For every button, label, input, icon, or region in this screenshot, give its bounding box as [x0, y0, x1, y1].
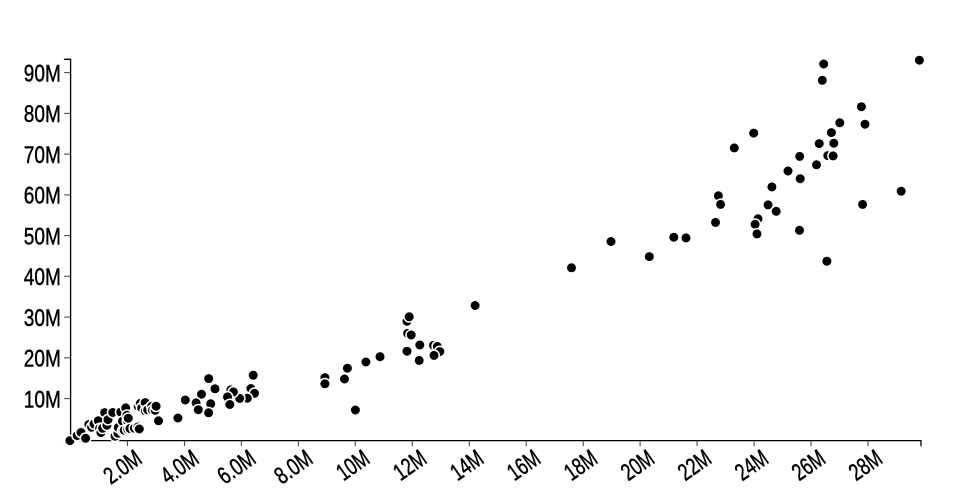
svg-text:14M: 14M — [445, 445, 488, 487]
svg-text:8.0M: 8.0M — [270, 445, 318, 490]
svg-text:30M: 30M — [24, 305, 61, 332]
svg-text:26M: 26M — [787, 445, 830, 487]
svg-text:90M: 90M — [24, 60, 61, 87]
svg-text:70M: 70M — [24, 142, 61, 169]
svg-text:10M: 10M — [331, 445, 374, 487]
svg-text:20M: 20M — [616, 445, 659, 487]
svg-text:4.0M: 4.0M — [156, 445, 204, 490]
svg-text:10M: 10M — [24, 386, 61, 413]
svg-text:22M: 22M — [673, 445, 716, 487]
svg-text:60M: 60M — [24, 183, 61, 210]
svg-text:20M: 20M — [24, 346, 61, 373]
svg-text:18M: 18M — [559, 445, 602, 487]
svg-text:2.0M: 2.0M — [99, 445, 147, 490]
svg-text:16M: 16M — [502, 445, 545, 487]
svg-text:6.0M: 6.0M — [213, 445, 261, 490]
svg-text:40M: 40M — [24, 264, 61, 291]
svg-text:12M: 12M — [388, 445, 431, 487]
svg-text:80M: 80M — [24, 101, 61, 128]
svg-text:24M: 24M — [730, 445, 773, 487]
svg-text:28M: 28M — [844, 445, 887, 487]
svg-text:50M: 50M — [24, 223, 61, 250]
